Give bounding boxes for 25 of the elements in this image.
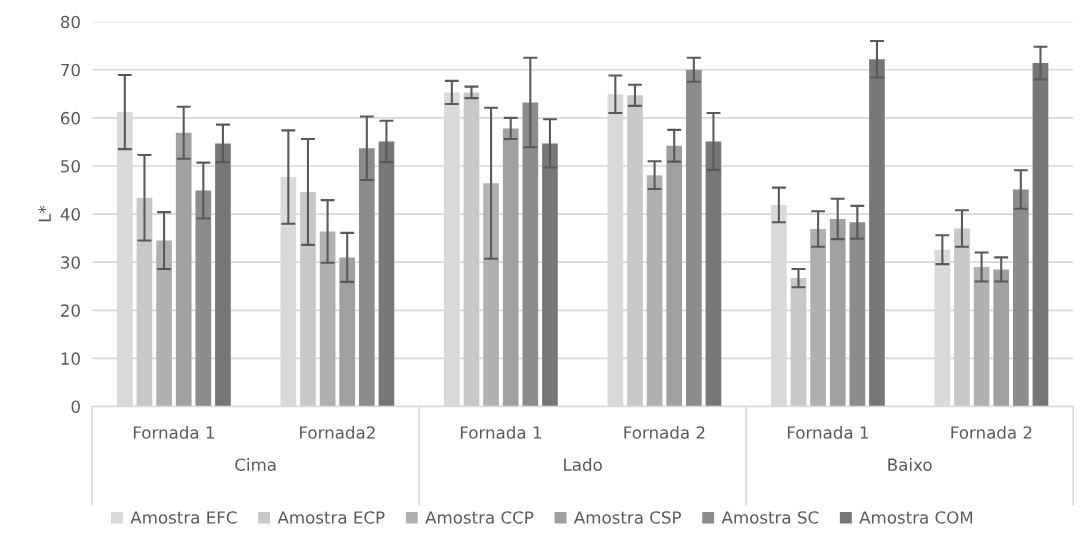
y-tick-label: 10 [61,352,80,365]
x-tick-label: Fornada 1 [133,425,214,439]
x-tick-label: Fornada 2 [624,425,705,439]
y-tick-label: 40 [60,208,80,221]
legend-label: Amostra CSP [573,511,681,524]
text: Cima [235,458,276,471]
y-tick-label: 30 [61,256,80,269]
legend-label: Amostra SC [721,511,819,524]
legend-label: Amostra EFC [130,511,237,524]
y-tick-label: 70 [61,63,80,77]
y-tick-label: 20 [61,304,80,317]
y-tick-label: 0 [71,400,80,414]
text: Baixo [888,458,932,471]
x-tick-label: Fornada 1 [787,425,868,439]
x-tick-label: Fornada 1 [460,425,541,439]
y-tick-label: 50 [61,159,80,173]
x-tick-label: Fornada2 [300,425,375,439]
legend-label: Amostra CCP [425,511,534,524]
legend-label: Amostra COM [859,511,973,524]
y-tick-label: 60 [60,111,80,125]
y-axis-title: L* [38,205,51,222]
x-tick-label: Fornada 2 [951,425,1032,439]
legend-label: Amostra ECP [277,511,385,524]
text: Lado [564,458,602,471]
y-tick-label: 80 [60,15,80,29]
